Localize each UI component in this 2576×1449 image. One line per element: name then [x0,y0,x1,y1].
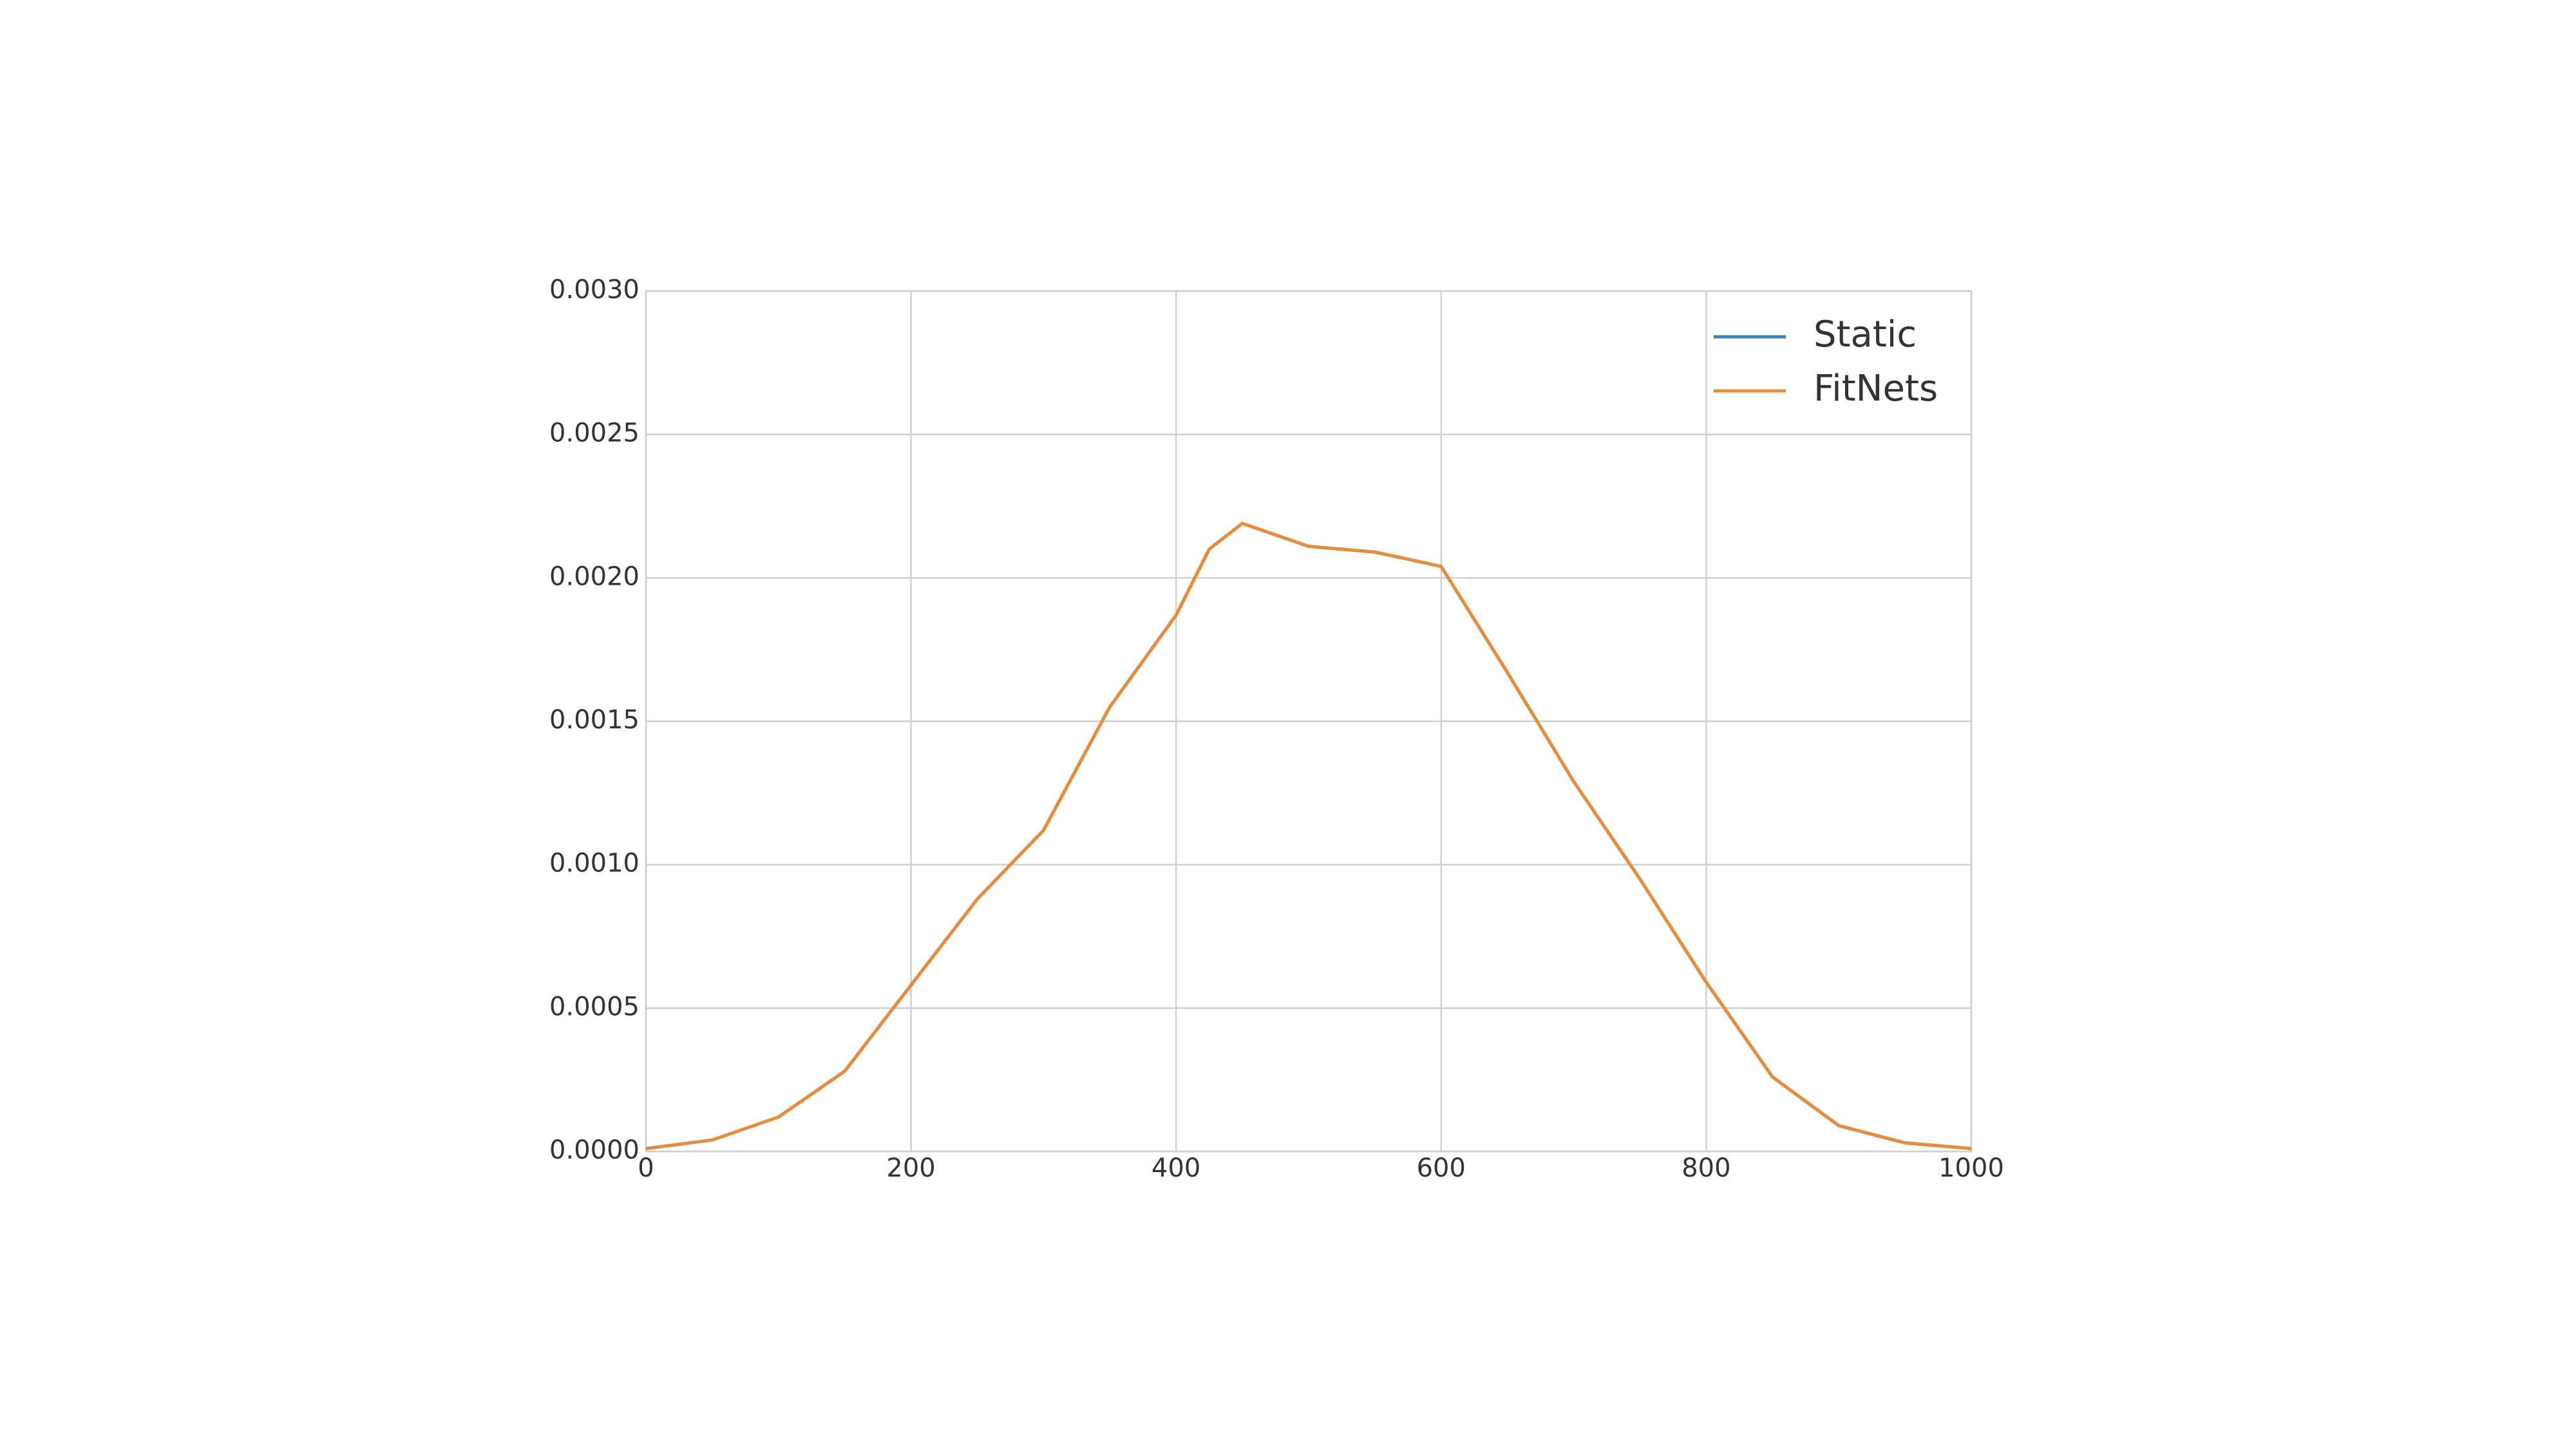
x-tick-label: 0 [638,1153,654,1183]
y-tick-label: 0.0010 [549,849,639,878]
y-tick-label: 0.0005 [549,992,639,1021]
legend-label: FitNets [1814,368,1938,410]
y-tick-label: 0.0025 [549,419,639,448]
y-tick-label: 0.0030 [549,275,639,305]
y-tick-label: 0.0020 [549,562,639,591]
x-tick-label: 600 [1417,1153,1466,1183]
series-line [645,522,1972,1151]
y-tick-label: 0.0000 [549,1135,639,1165]
x-tick-label: 400 [1151,1153,1200,1183]
x-tick-label: 1000 [1938,1153,2004,1183]
x-tick-label: 200 [886,1153,935,1183]
plot-frame [645,290,1973,1153]
x-tick-label: 800 [1681,1153,1730,1183]
series-line [645,522,1972,1151]
y-tick-label: 0.0015 [549,705,639,735]
legend-label: Static [1814,314,1917,355]
